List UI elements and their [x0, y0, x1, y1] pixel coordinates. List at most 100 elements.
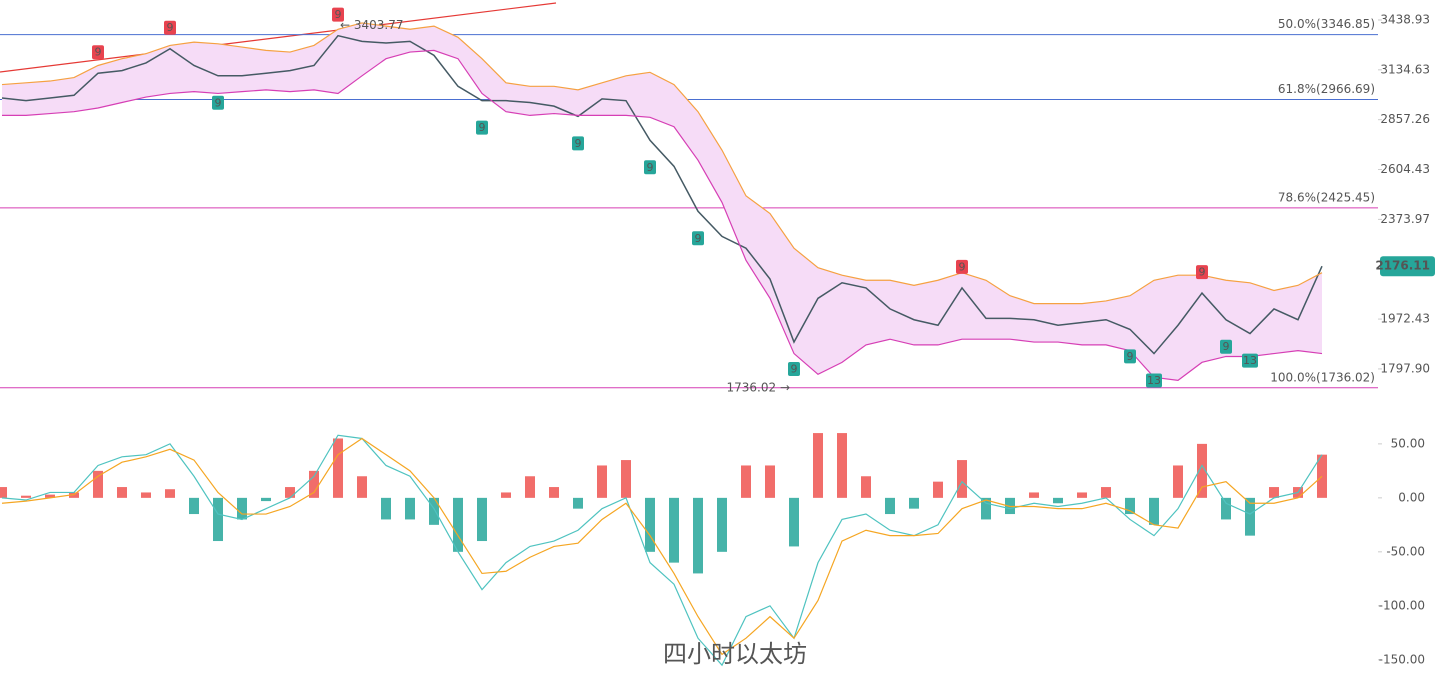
- macd-bar: [717, 497, 727, 552]
- fib-label: 61.8%(2966.69): [1278, 82, 1375, 96]
- macd-bar: [1221, 497, 1231, 520]
- macd-bar: [909, 497, 919, 509]
- y-tick-label: 50.00: [1391, 436, 1425, 450]
- macd-bar: [885, 497, 895, 515]
- macd-bar: [741, 465, 751, 498]
- macd-bar: [789, 497, 799, 547]
- macd-bar: [501, 492, 511, 498]
- macd-bar: [765, 465, 775, 498]
- macd-bar: [645, 497, 655, 552]
- macd-bar: [597, 465, 607, 498]
- td-mark-label: 9: [1127, 350, 1134, 363]
- td-mark: [1242, 353, 1258, 368]
- y-tick-label: 2604.43: [1380, 162, 1430, 176]
- td-mark: [332, 7, 344, 22]
- macd-bar: [933, 481, 943, 498]
- macd-bar: [381, 497, 391, 520]
- price-tag: [1380, 256, 1435, 277]
- macd-bar: [525, 476, 535, 498]
- y-tick-label: -100.00: [1379, 598, 1425, 612]
- macd-bar: [285, 487, 295, 498]
- y-tick-label: 2373.97: [1380, 212, 1430, 226]
- macd-bar: [573, 497, 583, 509]
- macd-bar: [405, 497, 415, 520]
- td-mark: [1196, 265, 1208, 280]
- td-mark: [92, 45, 104, 60]
- fib-label: 100.0%(1736.02): [1270, 370, 1375, 384]
- macd-bar: [453, 497, 463, 552]
- y-tick-label: 3134.63: [1380, 62, 1430, 76]
- price-tag-label: 2176.11: [1375, 259, 1430, 273]
- macd-bar: [813, 433, 823, 498]
- td-mark: [164, 20, 176, 35]
- td-mark: [476, 120, 488, 135]
- macd-bar: [261, 497, 271, 502]
- macd-bar: [165, 489, 175, 498]
- td-mark-label: 9: [647, 161, 654, 174]
- extreme-label: ← 3403.77: [340, 18, 404, 32]
- td-mark-label: 9: [167, 21, 174, 34]
- td-mark: [692, 231, 704, 246]
- trend-line: [0, 2, 557, 73]
- macd-bar: [93, 470, 103, 498]
- td-mark: [1220, 339, 1232, 354]
- macd-bar: [1125, 497, 1135, 515]
- td-mark-label: 13: [1147, 374, 1161, 387]
- td-mark-label: 9: [791, 363, 798, 376]
- y-tick-label: 1797.90: [1380, 361, 1430, 375]
- macd-bar: [1269, 487, 1279, 498]
- macd-bar: [357, 476, 367, 498]
- macd-bar: [1149, 497, 1159, 525]
- macd-bar: [981, 497, 991, 520]
- macd-bar: [333, 438, 343, 498]
- macd-bar: [1197, 443, 1207, 498]
- td-mark-label: 9: [1223, 340, 1230, 353]
- y-tick-label: 0.00: [1398, 490, 1425, 504]
- td-mark: [644, 160, 656, 175]
- y-tick-label: 3438.93: [1380, 12, 1430, 26]
- y-tick-label: 1972.43: [1380, 312, 1430, 326]
- macd-bar: [549, 487, 559, 498]
- td-mark: [788, 362, 800, 377]
- td-mark: [572, 136, 584, 151]
- macd-bar: [309, 470, 319, 498]
- band-fill: [2, 22, 1322, 381]
- macd-bar: [141, 492, 151, 498]
- macd-line: [1, 434, 1323, 667]
- macd-bar: [21, 495, 31, 498]
- extreme-label: 1736.02 →: [727, 380, 791, 394]
- macd-bar: [837, 433, 847, 498]
- macd-bar: [1101, 487, 1111, 498]
- td-mark: [1146, 373, 1162, 388]
- macd-bar: [0, 487, 7, 498]
- y-tick-label: -50.00: [1386, 544, 1425, 558]
- td-mark-label: 9: [575, 137, 582, 150]
- td-mark-label: 9: [335, 8, 342, 21]
- macd-bar: [1029, 492, 1039, 498]
- macd-bar: [213, 497, 223, 542]
- price-line: [1, 34, 1323, 355]
- td-mark-label: 9: [695, 232, 702, 245]
- band-line: [2, 49, 1323, 382]
- macd-bar: [45, 494, 55, 498]
- macd-line: [1, 437, 1323, 656]
- y-tick-label: -150.00: [1379, 652, 1425, 666]
- td-mark: [212, 95, 224, 110]
- macd-bar: [1077, 492, 1087, 498]
- macd-bar: [1173, 465, 1183, 498]
- macd-bar: [429, 497, 439, 525]
- td-mark-label: 9: [1199, 266, 1206, 279]
- td-mark-label: 9: [479, 121, 486, 134]
- macd-bar: [477, 497, 487, 542]
- td-mark-label: 13: [1243, 354, 1257, 367]
- macd-bar: [189, 497, 199, 515]
- td-mark-label: 9: [215, 96, 222, 109]
- macd-bar: [237, 497, 247, 520]
- fib-label: 78.6%(2425.45): [1278, 190, 1375, 204]
- td-mark-label: 9: [959, 260, 966, 273]
- chart-title: 四小时以太坊: [663, 640, 807, 668]
- macd-bar: [693, 497, 703, 574]
- macd-bar: [117, 487, 127, 498]
- macd-bar: [621, 460, 631, 498]
